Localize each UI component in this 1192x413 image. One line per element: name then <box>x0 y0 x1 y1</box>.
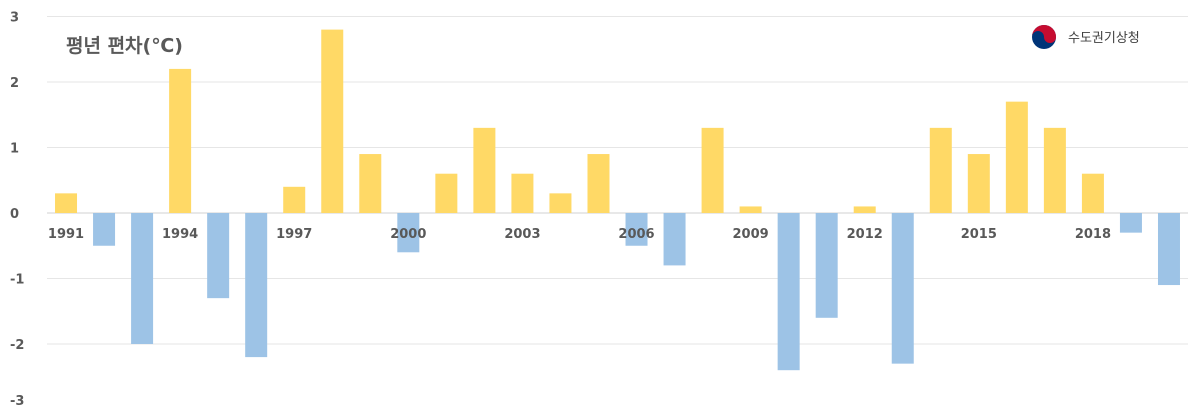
bar-2012 <box>853 206 876 213</box>
bar-2006 <box>625 213 648 246</box>
chart-title: 평년 편차(℃) <box>66 35 183 57</box>
bar-1994 <box>169 68 192 214</box>
y-tick-label: -3 <box>10 394 24 409</box>
x-tick-label: 2006 <box>618 227 654 242</box>
x-tick-label: 2018 <box>1075 227 1111 242</box>
y-tick-label: 2 <box>10 76 19 91</box>
bar-2010 <box>777 213 800 371</box>
bar-2003 <box>511 173 534 213</box>
x-tick-label: 2009 <box>733 227 769 242</box>
bar-1997 <box>283 186 306 213</box>
bars <box>55 29 1180 371</box>
bar-2008 <box>701 127 724 213</box>
x-axis-ticks: 1991 1994 1997 2000 2003 2006 2009 2012 2015 2018 <box>48 227 1111 242</box>
bar-1998 <box>321 29 344 213</box>
agency-name: 수도권기상청 <box>1068 31 1140 46</box>
bar-2000 <box>397 213 420 253</box>
x-tick-label: 1994 <box>162 227 198 242</box>
agency-logo: 수도권기상청 <box>1032 25 1140 49</box>
bar-2017 <box>1043 127 1066 213</box>
bar-1995 <box>207 213 230 299</box>
y-tick-label: 1 <box>10 142 19 157</box>
bar-2020 <box>1157 213 1180 286</box>
bar-2005 <box>587 154 610 213</box>
bar-2004 <box>549 193 572 213</box>
bar-1992 <box>93 213 116 246</box>
x-tick-label: 2015 <box>961 227 997 242</box>
bar-2009 <box>739 206 762 213</box>
bar-2011 <box>815 213 838 318</box>
bar-2019 <box>1119 213 1142 233</box>
bar-2018 <box>1081 173 1104 213</box>
y-axis-ticks: 3 2 1 0 -1 -2 -3 <box>10 11 24 410</box>
x-tick-label: 1997 <box>276 227 312 242</box>
y-tick-label: 0 <box>10 207 19 222</box>
bar-2016 <box>1005 101 1028 213</box>
bar-2015 <box>967 154 990 213</box>
taegeuk-icon <box>1032 25 1056 49</box>
bar-2001 <box>435 173 458 213</box>
y-tick-label: 3 <box>10 11 19 26</box>
x-tick-label: 2012 <box>847 227 883 242</box>
x-tick-label: 2003 <box>504 227 540 242</box>
x-tick-label: 1991 <box>48 227 84 242</box>
bar-2013 <box>891 213 914 364</box>
x-tick-label: 2000 <box>390 227 426 242</box>
bar-1999 <box>359 154 382 213</box>
y-tick-label: -2 <box>10 338 24 353</box>
bar-2007 <box>663 213 686 266</box>
bar-1996 <box>245 213 268 358</box>
bar-2014 <box>929 127 952 213</box>
bar-1993 <box>131 213 154 344</box>
y-tick-label: -1 <box>10 273 24 288</box>
bar-1991 <box>55 193 78 213</box>
bar-2002 <box>473 127 496 213</box>
